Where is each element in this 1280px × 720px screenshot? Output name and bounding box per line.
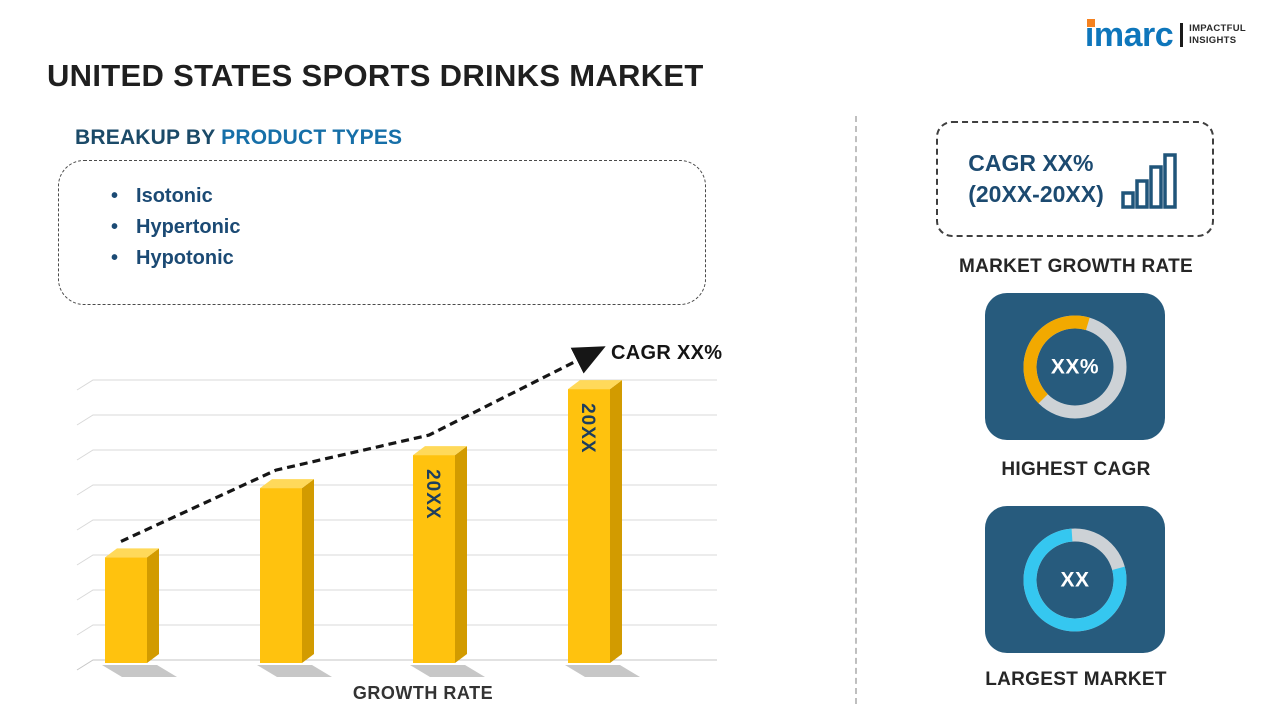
- breakup-heading-prefix: BREAKUP BY: [75, 126, 216, 149]
- market-growth-rate-caption: MARKET GROWTH RATE: [958, 256, 1194, 277]
- donut-highlight-arc: [1023, 528, 1127, 631]
- highest-cagr-caption: HIGHEST CAGR: [1001, 459, 1151, 480]
- logo-orange-dot-icon: [1086, 19, 1095, 27]
- cagr-box-line2: (20XX-20XX): [968, 181, 1104, 207]
- breakup-heading-highlight: PRODUCT TYPES: [221, 126, 403, 149]
- imarc-logo-text: imarc: [1084, 16, 1174, 54]
- cagr-box-text: CAGR XX% (20XX-20XX): [968, 148, 1104, 210]
- highest-cagr-donut-icon: XX%: [1023, 315, 1127, 418]
- cagr-box-line1: CAGR XX%: [968, 149, 1094, 176]
- svg-text:20XX: 20XX: [577, 403, 598, 453]
- product-types-list: Isotonic Hypertonic Hypotonic: [111, 181, 705, 274]
- growth-rate-bar-chart: 20XX 20XX CAGR XX% GROWTH RATE: [76, 342, 722, 703]
- chart-bars: 20XX 20XX: [102, 380, 640, 677]
- breakup-heading: BREAKUP BY PRODUCT TYPES: [75, 126, 402, 150]
- donut-highlight-arc: [1023, 315, 1127, 418]
- trend-arrow: [120, 346, 606, 543]
- largest-market-donut-icon: XX: [1023, 528, 1127, 631]
- imarc-logo: imarc IMPACTFUL INSIGHTS: [1085, 18, 1246, 52]
- logo-tagline: IMPACTFUL INSIGHTS: [1180, 23, 1246, 47]
- largest-market-value: XX: [1060, 568, 1089, 591]
- cagr-annotation: CAGR XX%: [611, 342, 722, 364]
- bar-chart-icon: [1121, 153, 1177, 209]
- product-type-item: Hypertonic: [111, 212, 705, 243]
- highest-cagr-value: XX%: [1051, 355, 1099, 378]
- page-title: UNITED STATES SPORTS DRINKS MARKET: [47, 58, 704, 93]
- logo-tagline-line1: IMPACTFUL: [1189, 23, 1246, 35]
- logo-brand-word: imarc: [1084, 16, 1174, 54]
- product-type-item: Hypotonic: [111, 243, 705, 274]
- largest-market-card: XX: [985, 506, 1165, 653]
- logo-tagline-line2: INSIGHTS: [1189, 35, 1237, 46]
- vertical-divider: [855, 116, 857, 704]
- svg-text:20XX: 20XX: [422, 469, 443, 519]
- chart-gridlines: [76, 379, 717, 671]
- product-type-item: Isotonic: [111, 181, 705, 212]
- product-types-box: Isotonic Hypertonic Hypotonic: [58, 160, 706, 305]
- market-growth-rate-box: CAGR XX% (20XX-20XX): [936, 121, 1214, 237]
- x-axis-label: GROWTH RATE: [353, 683, 493, 703]
- largest-market-caption: LARGEST MARKET: [985, 669, 1167, 690]
- highest-cagr-card: XX%: [985, 293, 1165, 440]
